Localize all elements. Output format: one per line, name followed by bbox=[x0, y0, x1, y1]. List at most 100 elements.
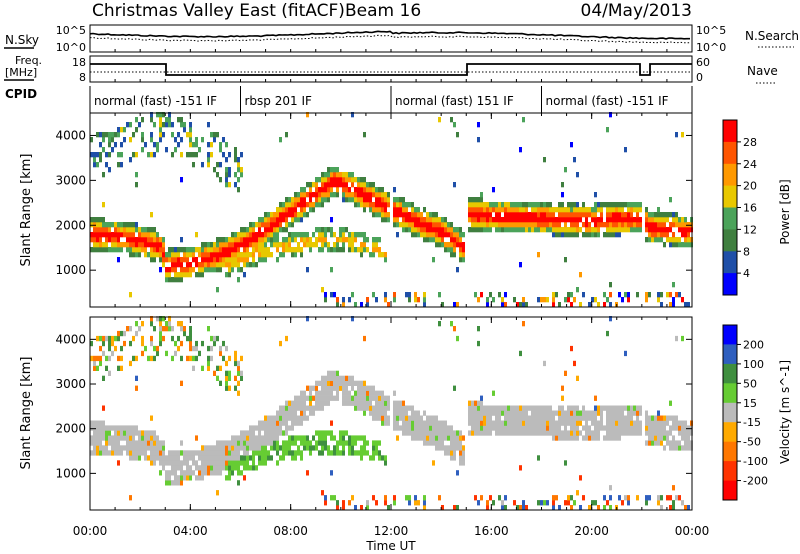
velocity-cell bbox=[282, 440, 285, 446]
colorbar-tick-label: 8 bbox=[743, 245, 750, 258]
velocity-cell bbox=[384, 500, 387, 506]
power-cell bbox=[321, 287, 324, 293]
power-cell bbox=[219, 257, 222, 263]
power-cell bbox=[294, 197, 297, 203]
power-cell bbox=[555, 207, 558, 213]
velocity-cell bbox=[480, 495, 483, 501]
velocity-cell bbox=[381, 400, 384, 406]
velocity-cell bbox=[561, 410, 564, 416]
velocity-cell bbox=[108, 425, 111, 431]
velocity-cell bbox=[618, 415, 621, 421]
velocity-cell bbox=[180, 326, 183, 332]
power-cell bbox=[687, 242, 690, 248]
velocity-cell bbox=[672, 415, 675, 421]
power-cell bbox=[612, 232, 615, 238]
velocity-cell bbox=[474, 400, 477, 406]
power-cell bbox=[468, 197, 471, 203]
velocity-cell bbox=[156, 455, 159, 461]
velocity-cell bbox=[564, 420, 567, 426]
velocity-cell bbox=[189, 465, 192, 471]
velocity-cell bbox=[321, 490, 324, 496]
velocity-cell bbox=[666, 430, 669, 436]
velocity-cell bbox=[219, 465, 222, 471]
power-cell bbox=[597, 222, 600, 228]
x-tick-label: 16:00 bbox=[474, 524, 509, 538]
velocity-cell bbox=[435, 420, 438, 426]
power-cell bbox=[423, 302, 426, 308]
velocity-cell bbox=[156, 450, 159, 456]
power-cell bbox=[216, 287, 219, 293]
power-cell bbox=[330, 177, 333, 183]
velocity-cell bbox=[342, 500, 345, 506]
velocity-cell bbox=[222, 450, 225, 456]
power-cell bbox=[624, 202, 627, 208]
power-cell bbox=[384, 257, 387, 263]
power-cell bbox=[588, 222, 591, 228]
power-cell bbox=[243, 227, 246, 233]
velocity-cell bbox=[477, 405, 480, 411]
velocity-cell bbox=[486, 430, 489, 436]
velocity-cell bbox=[558, 435, 561, 441]
power-cell bbox=[108, 152, 111, 158]
power-cell bbox=[174, 257, 177, 263]
power-cell bbox=[267, 247, 270, 253]
power-cell bbox=[660, 212, 663, 218]
power-cell bbox=[411, 207, 414, 213]
velocity-cell bbox=[246, 450, 249, 456]
power-cell bbox=[318, 227, 321, 233]
velocity-cell bbox=[189, 475, 192, 481]
power-cell bbox=[156, 232, 159, 238]
power-cell bbox=[585, 232, 588, 238]
power-cell bbox=[459, 247, 462, 253]
power-cell bbox=[336, 302, 339, 308]
power-cell bbox=[576, 287, 579, 293]
velocity-cell bbox=[510, 430, 513, 436]
velocity-cell bbox=[174, 475, 177, 481]
velocity-cell bbox=[177, 460, 180, 466]
power-cell bbox=[96, 247, 99, 253]
velocity-cell bbox=[237, 450, 240, 456]
velocity-cell bbox=[477, 340, 480, 347]
velocity-cell bbox=[159, 455, 162, 461]
velocity-cell bbox=[531, 420, 534, 426]
power-cell bbox=[246, 242, 249, 248]
power-cell bbox=[189, 272, 192, 278]
velocity-cell bbox=[216, 445, 219, 451]
velocity-cell bbox=[234, 465, 237, 471]
power-cell bbox=[117, 242, 120, 248]
power-cell bbox=[186, 247, 189, 253]
power-cell bbox=[453, 182, 456, 188]
power-cell bbox=[336, 182, 339, 188]
power-cell bbox=[90, 237, 93, 243]
power-cell bbox=[627, 297, 630, 303]
power-cell bbox=[504, 302, 507, 308]
velocity-cell bbox=[108, 340, 111, 347]
power-cell bbox=[582, 232, 585, 238]
velocity-cell bbox=[393, 420, 396, 426]
power-cell bbox=[171, 267, 174, 273]
power-cell bbox=[333, 177, 336, 183]
power-cell bbox=[141, 137, 144, 143]
velocity-cell bbox=[234, 350, 237, 357]
velocity-cell bbox=[444, 435, 447, 441]
velocity-cell bbox=[330, 420, 333, 426]
velocity-cell bbox=[378, 390, 381, 396]
power-cell bbox=[297, 202, 300, 208]
velocity-cell bbox=[468, 415, 471, 421]
power-cell bbox=[393, 222, 396, 228]
power-cell bbox=[111, 247, 114, 253]
power-cell bbox=[240, 242, 243, 248]
power-cell bbox=[129, 137, 132, 143]
velocity-cell bbox=[408, 500, 411, 506]
power-cell bbox=[132, 242, 135, 248]
power-cell bbox=[327, 227, 330, 233]
power-cell bbox=[138, 252, 141, 258]
velocity-cell bbox=[534, 420, 537, 426]
power-cell bbox=[105, 152, 108, 158]
power-cell bbox=[141, 232, 144, 238]
velocity-cell bbox=[219, 345, 222, 352]
velocity-cell bbox=[636, 495, 639, 501]
power-cell bbox=[351, 232, 354, 238]
velocity-cell bbox=[336, 385, 339, 391]
